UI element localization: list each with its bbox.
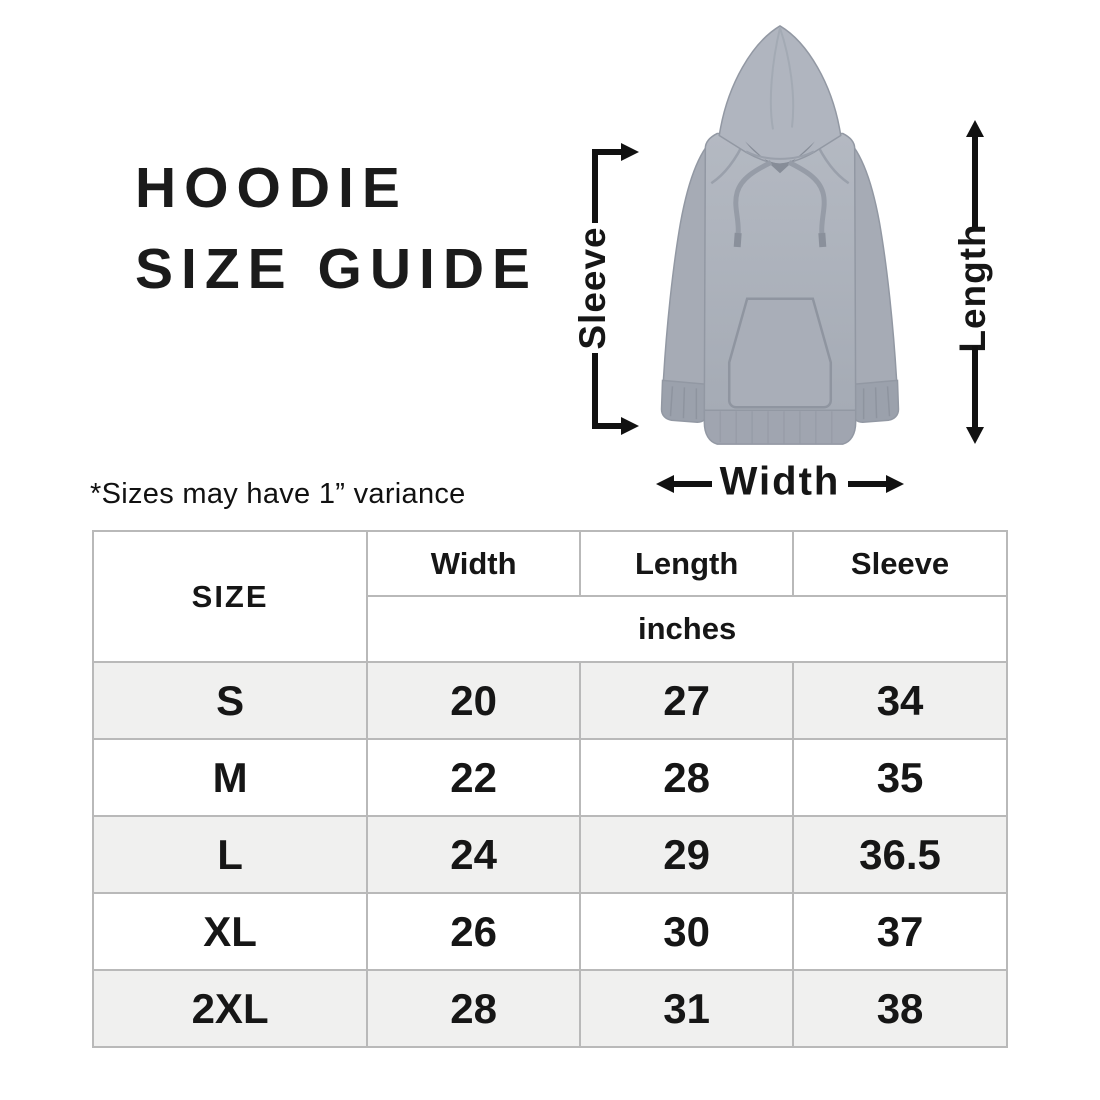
sleeve-cell: 36.5 <box>792 815 1008 894</box>
size-column-header: SIZE <box>91 530 369 663</box>
width-label: Width <box>720 460 841 504</box>
hoodie-neck-opening <box>745 141 815 174</box>
sleeve-cell: 37 <box>792 892 1008 971</box>
length-arrow-down-head-icon <box>966 427 984 444</box>
width-arrow-right-head-icon <box>886 475 904 493</box>
table-unit-row: inches <box>93 595 1008 663</box>
title-line-2: SIZE GUIDE <box>135 237 539 301</box>
width-column-header: Width <box>366 530 582 597</box>
length-cell: 28 <box>579 738 795 817</box>
width-cell: 28 <box>366 969 582 1048</box>
sleeve-arrow-top-line <box>592 149 623 223</box>
sleeve-label: Sleeve <box>572 226 613 349</box>
width-cell: 26 <box>366 892 582 971</box>
sleeve-cell: 38 <box>792 969 1008 1048</box>
hoodie-drawstrings <box>733 160 827 248</box>
sleeve-cell: 35 <box>792 738 1008 817</box>
length-arrow-up-head-icon <box>966 120 984 137</box>
hoodie-hood <box>718 25 842 166</box>
width-cell: 20 <box>366 661 582 740</box>
size-cell: S <box>91 661 369 740</box>
page-title: HOODIE SIZE GUIDE <box>135 148 538 310</box>
table-row-xl: XL 26 30 37 <box>91 892 1008 971</box>
width-arrow-left-head-icon <box>656 475 674 493</box>
sleeve-arrow-top-head-icon <box>621 143 639 161</box>
size-cell: M <box>91 738 369 817</box>
length-cell: 29 <box>579 815 795 894</box>
sleeve-cell: 34 <box>792 661 1008 740</box>
hoodie-pocket <box>727 297 833 409</box>
size-cell: L <box>91 815 369 894</box>
hoodie-illustration <box>660 25 900 445</box>
length-column-header: Length <box>579 530 795 597</box>
width-dimension-annotation: Width <box>656 460 904 504</box>
sleeve-dimension-annotation: Sleeve <box>572 143 639 435</box>
table-row-s: S 20 27 34 <box>91 661 1008 740</box>
size-cell: 2XL <box>91 969 369 1048</box>
length-label: Length <box>952 223 993 352</box>
size-cell: XL <box>91 892 369 971</box>
variance-note: *Sizes may have 1” variance <box>90 478 466 510</box>
sleeve-arrow-bottom-line <box>592 353 623 429</box>
width-cell: 24 <box>366 815 582 894</box>
hoodie-hem <box>703 409 857 445</box>
width-cell: 22 <box>366 738 582 817</box>
length-cell: 30 <box>579 892 795 971</box>
table-row-l: L 24 29 36.5 <box>91 815 1008 894</box>
length-dimension-annotation: Length <box>952 120 993 444</box>
title-line-1: HOODIE <box>135 156 408 220</box>
table-row-2xl: 2XL 28 31 38 <box>91 969 1008 1048</box>
hoodie-image <box>600 12 960 470</box>
table-header-row: SIZE Width Length Sleeve <box>91 530 1008 663</box>
sleeve-column-header: Sleeve <box>792 530 1008 597</box>
length-cell: 27 <box>579 661 795 740</box>
size-table-container: SIZE Width Length Sleeve inches S 20 27 … <box>91 530 1008 1048</box>
size-table: SIZE Width Length Sleeve inches S 20 27 … <box>91 530 1008 1048</box>
length-cell: 31 <box>579 969 795 1048</box>
unit-label: inches <box>366 595 1008 663</box>
sleeve-arrow-bottom-head-icon <box>621 417 639 435</box>
table-row-m: M 22 28 35 <box>91 738 1008 817</box>
